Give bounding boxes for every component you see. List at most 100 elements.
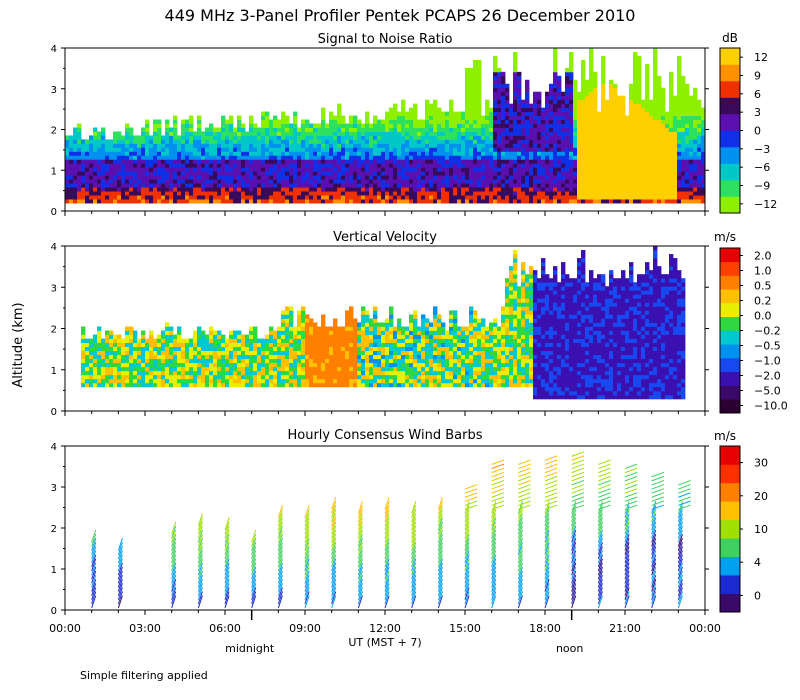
snr-cell — [477, 83, 482, 89]
snr-cell — [313, 135, 318, 140]
snr-cell — [677, 59, 682, 65]
vv-cell — [325, 358, 330, 364]
snr-cell — [417, 167, 422, 172]
vv-cell — [149, 346, 154, 352]
snr-cell — [353, 115, 358, 120]
vv-cell — [185, 342, 190, 347]
snr-cell — [97, 163, 102, 168]
snr-cell — [77, 183, 82, 188]
snr-cell — [569, 51, 574, 57]
snr-cell — [273, 151, 278, 156]
snr-cell — [505, 179, 510, 184]
snr-cell — [401, 147, 406, 152]
snr-cell — [581, 171, 586, 176]
snr-cell — [73, 135, 78, 140]
snr-cell — [497, 83, 502, 89]
snr-cell — [125, 187, 130, 192]
snr-cell — [669, 123, 674, 128]
vv-cell — [201, 354, 206, 360]
snr-cell — [237, 123, 242, 128]
snr-cell — [669, 135, 674, 140]
snr-cell — [485, 103, 490, 109]
snr-cell — [633, 135, 638, 140]
snr-cell — [225, 175, 230, 180]
snr-cell — [337, 103, 342, 109]
snr-cell — [301, 191, 306, 196]
snr-cell — [161, 159, 166, 164]
snr-cell — [657, 151, 662, 156]
snr-cell — [321, 163, 326, 168]
snr-cell — [429, 147, 434, 152]
vv-cell — [97, 326, 102, 331]
snr-cell — [69, 191, 74, 196]
snr-cell — [689, 195, 694, 200]
snr-cell — [533, 151, 538, 156]
snr-cell — [645, 119, 650, 124]
snr-cell — [477, 87, 482, 93]
snr-cell — [441, 151, 446, 156]
snr-cell — [189, 123, 194, 128]
vv-cell — [261, 366, 266, 372]
snr-cell — [397, 179, 402, 184]
snr-cell — [213, 175, 218, 180]
vv-cell — [193, 378, 198, 384]
snr-cell — [297, 135, 302, 140]
snr-cell — [685, 87, 690, 93]
snr-cell — [677, 123, 682, 128]
snr-cell — [445, 147, 450, 152]
snr-cell — [221, 171, 226, 176]
snr-cell — [369, 167, 374, 172]
snr-cell — [93, 143, 98, 148]
snr-cell — [93, 187, 98, 192]
snr-cell — [485, 99, 490, 105]
snr-cell — [609, 175, 614, 180]
snr-x-ticks — [64, 211, 706, 216]
snr-cell — [421, 195, 426, 200]
snr-cell — [585, 99, 590, 105]
snr-cell — [465, 111, 470, 116]
snr-cell — [645, 131, 650, 136]
snr-cell — [497, 119, 502, 124]
snr-cell — [581, 115, 586, 120]
snr-cell — [161, 179, 166, 184]
snr-cell — [253, 159, 258, 164]
snr-cell — [661, 95, 666, 101]
snr-cell — [509, 167, 514, 172]
snr-cell — [445, 111, 450, 116]
snr-cell — [657, 139, 662, 144]
snr-cell — [493, 123, 498, 128]
snr-cell — [445, 199, 450, 204]
snr-cell — [621, 103, 626, 109]
snr-cell — [589, 55, 594, 61]
snr-cell — [201, 151, 206, 156]
vv-cell — [181, 338, 186, 343]
snr-cell — [485, 175, 490, 180]
snr-cell — [513, 155, 518, 160]
snr-cell — [213, 179, 218, 184]
snr-cell — [137, 199, 142, 204]
snr-cell — [517, 131, 522, 136]
snr-cell — [261, 147, 266, 152]
snr-cell — [305, 139, 310, 144]
snr-cell — [257, 155, 262, 160]
snr-cell — [557, 115, 562, 120]
snr-cell — [673, 139, 678, 144]
vv-cell — [205, 350, 210, 356]
snr-cell — [561, 91, 566, 97]
snr-cell — [469, 99, 474, 105]
colorbar-tick-label: −9 — [754, 180, 770, 193]
vv-cell — [101, 342, 106, 347]
vv-cell — [125, 366, 130, 372]
snr-cell — [361, 147, 366, 152]
snr-cell — [329, 139, 334, 144]
snr-cell — [569, 131, 574, 136]
snr-cell — [497, 67, 502, 73]
snr-cell — [613, 187, 618, 192]
snr-cell — [465, 87, 470, 93]
vv-cell — [257, 346, 262, 352]
vv-cell — [257, 350, 262, 356]
snr-cell — [637, 171, 642, 176]
vv-cell — [349, 374, 354, 380]
snr-cell — [281, 135, 286, 140]
snr-cell — [425, 135, 430, 140]
